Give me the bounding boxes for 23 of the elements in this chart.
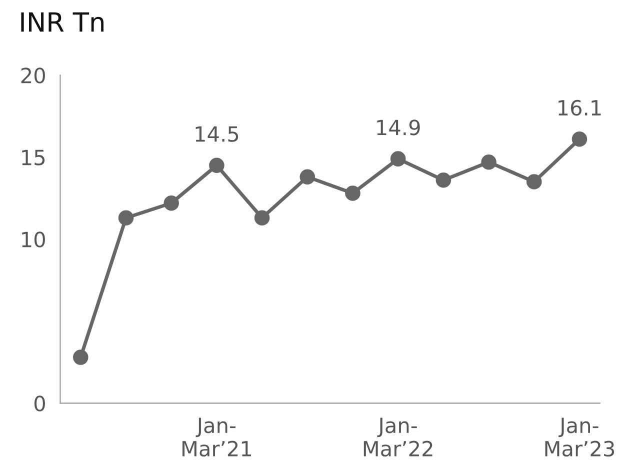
x-tick-label: Jan- Mar’21 xyxy=(182,418,251,457)
data-label: 14.5 xyxy=(196,126,238,142)
point xyxy=(254,210,270,226)
point xyxy=(526,174,542,190)
x-tick-label: Jan- Mar’23 xyxy=(545,418,614,457)
x-tick-label: Jan- Mar’22 xyxy=(364,418,432,457)
data-label: 14.9 xyxy=(377,120,420,136)
point xyxy=(345,186,360,201)
point xyxy=(390,151,406,166)
y-tick-label: 15 xyxy=(22,150,45,166)
y-tick-label: 10 xyxy=(22,232,45,248)
point xyxy=(481,154,496,170)
point xyxy=(572,132,588,147)
chart-title: INR Tn xyxy=(21,12,104,32)
y-tick-label: 0 xyxy=(34,396,45,412)
point xyxy=(300,169,316,184)
y-tick-label: 20 xyxy=(21,68,45,84)
data-label: 16.1 xyxy=(558,100,601,116)
point xyxy=(73,350,88,365)
point xyxy=(209,158,224,174)
point xyxy=(164,195,179,211)
point xyxy=(118,210,134,226)
point xyxy=(436,172,452,188)
